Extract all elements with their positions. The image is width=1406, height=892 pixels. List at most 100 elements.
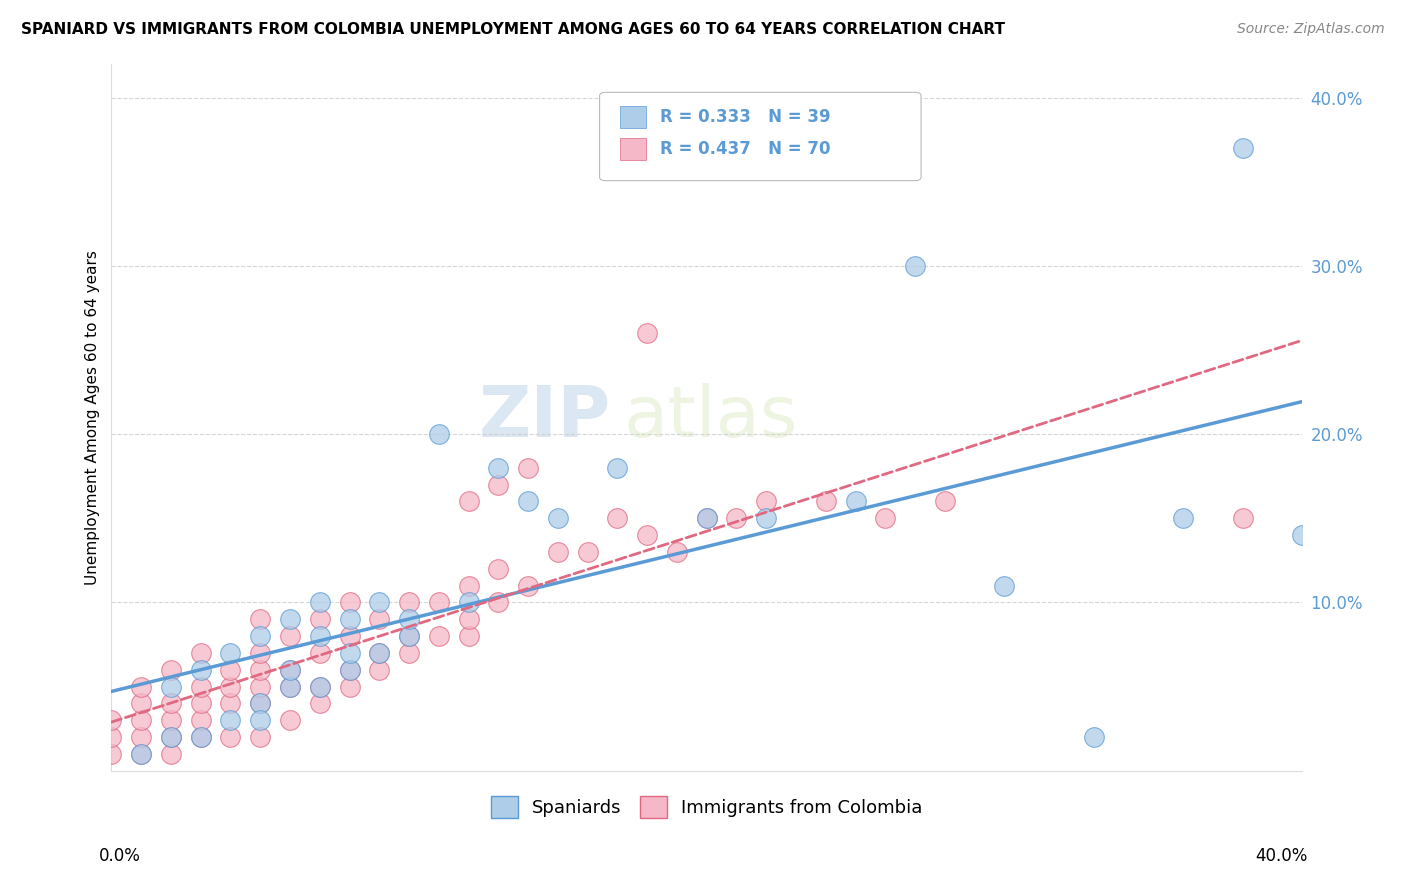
Point xyxy=(308,595,330,609)
Point xyxy=(160,747,183,761)
Point xyxy=(398,629,420,643)
Point xyxy=(814,494,837,508)
Point xyxy=(339,680,361,694)
Point xyxy=(755,494,778,508)
Point xyxy=(845,494,868,508)
Bar xyxy=(620,106,645,128)
Point xyxy=(100,713,122,727)
FancyBboxPatch shape xyxy=(599,93,921,181)
Point xyxy=(249,663,271,677)
Point xyxy=(398,612,420,626)
Point xyxy=(249,612,271,626)
Point xyxy=(190,697,212,711)
Point xyxy=(368,646,391,660)
Point xyxy=(339,663,361,677)
Point xyxy=(486,595,509,609)
Point xyxy=(457,629,479,643)
Text: ZIP: ZIP xyxy=(479,383,612,452)
Point xyxy=(457,595,479,609)
Point xyxy=(398,646,420,660)
Point xyxy=(339,612,361,626)
Point xyxy=(100,747,122,761)
Point xyxy=(606,460,628,475)
Point xyxy=(1171,511,1194,525)
Point xyxy=(755,511,778,525)
Text: SPANIARD VS IMMIGRANTS FROM COLOMBIA UNEMPLOYMENT AMONG AGES 60 TO 64 YEARS CORR: SPANIARD VS IMMIGRANTS FROM COLOMBIA UNE… xyxy=(21,22,1005,37)
Point xyxy=(636,326,658,341)
Point xyxy=(278,680,301,694)
Point xyxy=(339,629,361,643)
Text: atlas: atlas xyxy=(623,383,797,452)
Point xyxy=(1083,730,1105,744)
Point xyxy=(934,494,956,508)
Point xyxy=(278,663,301,677)
Point xyxy=(190,646,212,660)
Point xyxy=(398,629,420,643)
Text: R = 0.333   N = 39: R = 0.333 N = 39 xyxy=(661,108,831,126)
Point xyxy=(308,680,330,694)
Point xyxy=(339,663,361,677)
Point xyxy=(249,713,271,727)
Point xyxy=(517,460,540,475)
Legend: Spaniards, Immigrants from Colombia: Spaniards, Immigrants from Colombia xyxy=(484,789,929,825)
Point xyxy=(486,460,509,475)
Point xyxy=(129,697,152,711)
Point xyxy=(249,730,271,744)
Bar xyxy=(620,137,645,161)
Point xyxy=(457,494,479,508)
Point xyxy=(219,713,242,727)
Y-axis label: Unemployment Among Ages 60 to 64 years: Unemployment Among Ages 60 to 64 years xyxy=(86,250,100,585)
Point xyxy=(100,730,122,744)
Point xyxy=(1291,528,1313,542)
Point xyxy=(457,612,479,626)
Point xyxy=(665,545,688,559)
Point xyxy=(368,646,391,660)
Point xyxy=(219,680,242,694)
Point xyxy=(696,511,718,525)
Point xyxy=(278,680,301,694)
Point xyxy=(129,713,152,727)
Point xyxy=(129,680,152,694)
Point xyxy=(427,595,450,609)
Point xyxy=(278,713,301,727)
Point xyxy=(904,259,927,273)
Point xyxy=(190,730,212,744)
Point xyxy=(160,680,183,694)
Point xyxy=(368,595,391,609)
Point xyxy=(427,629,450,643)
Point xyxy=(725,511,748,525)
Point xyxy=(160,663,183,677)
Point xyxy=(636,528,658,542)
Point xyxy=(219,697,242,711)
Point xyxy=(1350,427,1372,442)
Point xyxy=(606,511,628,525)
Point xyxy=(308,697,330,711)
Point xyxy=(339,595,361,609)
Point xyxy=(308,629,330,643)
Text: R = 0.437   N = 70: R = 0.437 N = 70 xyxy=(661,140,831,158)
Point xyxy=(190,680,212,694)
Point xyxy=(1232,511,1254,525)
Point xyxy=(368,612,391,626)
Point xyxy=(249,646,271,660)
Point xyxy=(993,579,1015,593)
Point xyxy=(368,663,391,677)
Point xyxy=(339,646,361,660)
Point xyxy=(278,612,301,626)
Point xyxy=(486,562,509,576)
Point xyxy=(547,545,569,559)
Point xyxy=(278,629,301,643)
Point xyxy=(308,680,330,694)
Point xyxy=(129,747,152,761)
Point xyxy=(875,511,897,525)
Point xyxy=(486,477,509,491)
Point xyxy=(278,663,301,677)
Point xyxy=(547,511,569,525)
Point xyxy=(1232,141,1254,155)
Point xyxy=(308,646,330,660)
Point xyxy=(457,579,479,593)
Point xyxy=(249,697,271,711)
Point xyxy=(190,730,212,744)
Point xyxy=(249,629,271,643)
Point xyxy=(398,595,420,609)
